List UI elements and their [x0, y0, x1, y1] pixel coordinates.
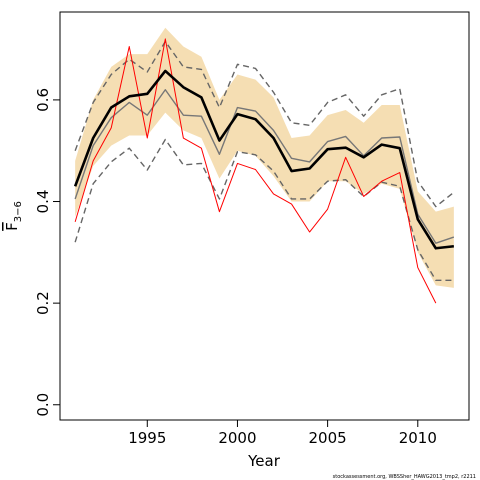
series-line — [74, 40, 455, 208]
y-tick-label: 0.0 — [34, 393, 52, 417]
series-line — [73, 69, 454, 250]
y-tick-label: 0.6 — [34, 88, 52, 112]
x-axis-label: Year — [247, 452, 281, 470]
y-tick-label: 0.4 — [34, 190, 52, 214]
x-tick-label: 2005 — [309, 429, 347, 447]
y-tick-label: 0.2 — [34, 291, 52, 315]
series-line — [74, 89, 455, 244]
x-tick-label: 2010 — [399, 429, 437, 447]
y-axis-label: F3−6 — [3, 201, 24, 231]
series-line — [74, 38, 437, 304]
x-tick-label: 2000 — [218, 429, 256, 447]
y-axis-label-main: F — [3, 222, 21, 231]
x-tick-label: 1995 — [128, 429, 166, 447]
footnote: stockassessment.org, WBSSher_HAWG2013_tm… — [333, 474, 476, 480]
y-axis-label-subscript: 3−6 — [13, 201, 24, 222]
plot-frame — [59, 11, 470, 421]
confidence-band — [75, 27, 454, 288]
